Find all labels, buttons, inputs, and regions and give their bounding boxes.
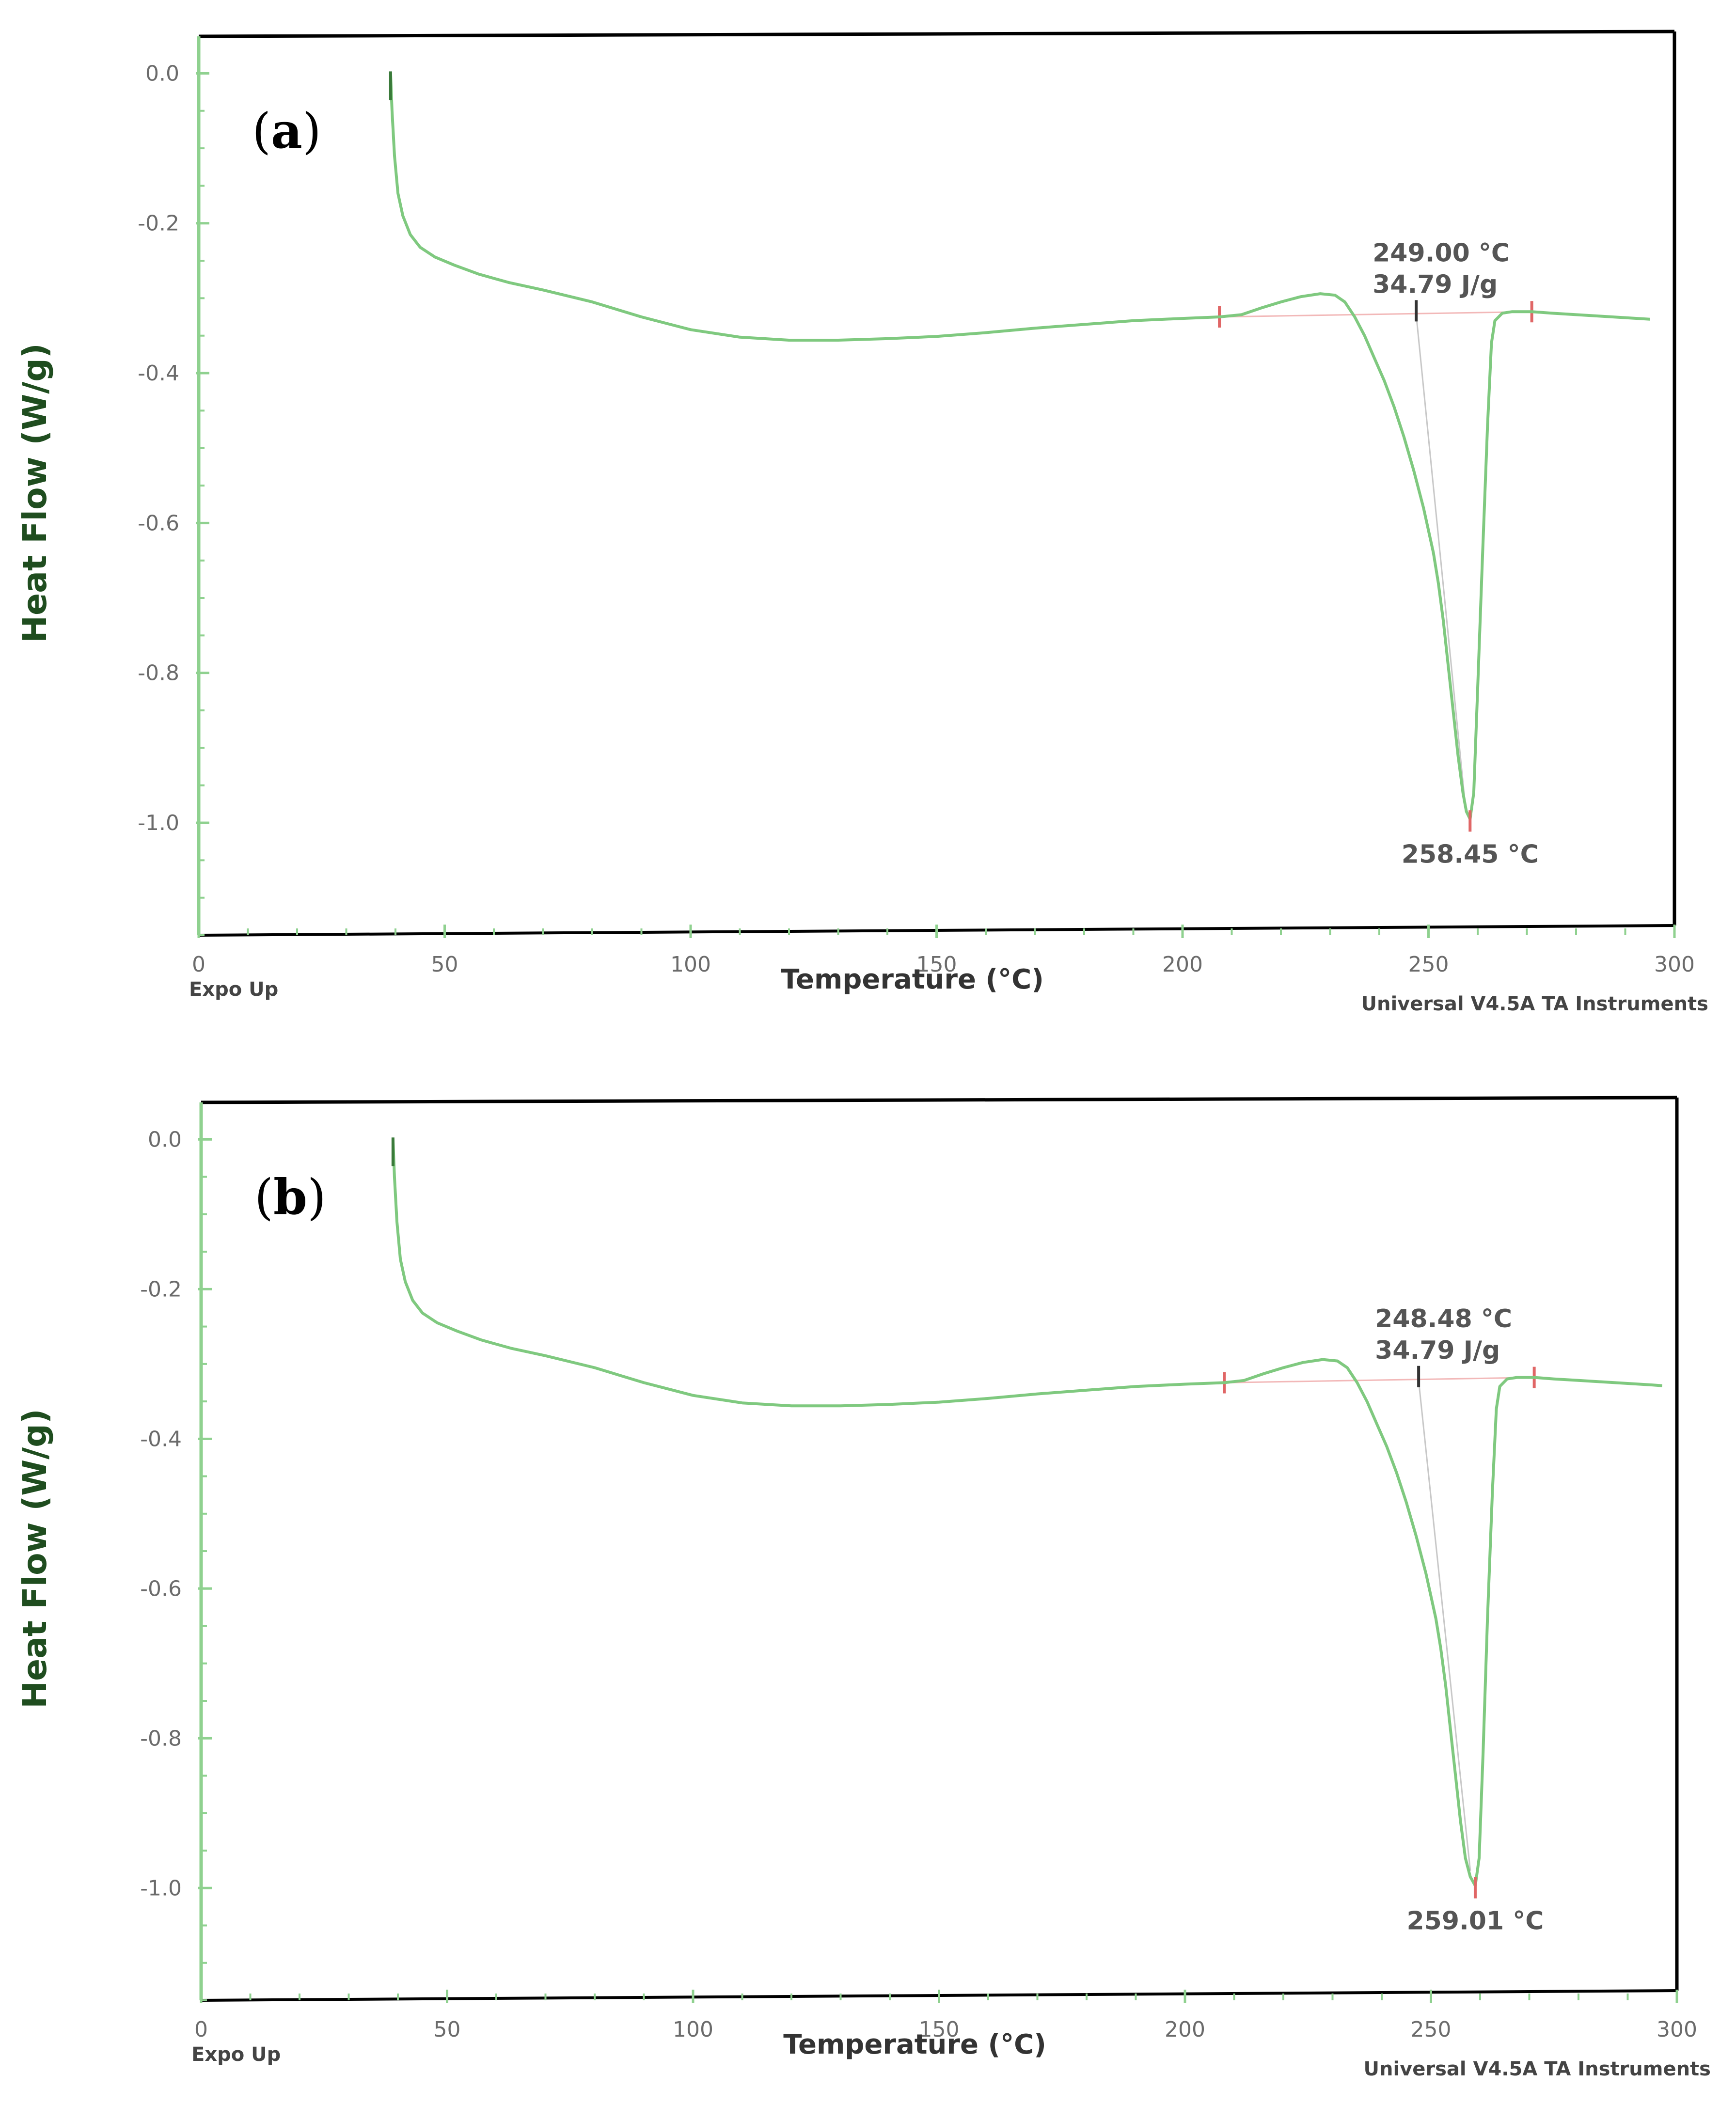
x-tick-label: 0 bbox=[194, 2017, 208, 2042]
y-tick-label: -0.2 bbox=[138, 211, 179, 236]
y-tick-label: -0.8 bbox=[140, 1726, 182, 1751]
expo-up-label: Expo Up bbox=[191, 2043, 281, 2066]
instrument-label: Universal V4.5A TA Instruments bbox=[1363, 2058, 1711, 2080]
x-axis-title: Temperature (°C) bbox=[783, 2029, 1046, 2060]
x-tick-label: 250 bbox=[1408, 952, 1449, 977]
y-tick-label: -0.4 bbox=[138, 361, 179, 386]
onset-temperature-label: 248.48 °C bbox=[1375, 1304, 1512, 1334]
x-tick-label: 50 bbox=[434, 2017, 461, 2042]
x-tick-label: 0 bbox=[192, 952, 205, 977]
x-tick-label: 50 bbox=[431, 952, 458, 977]
x-tick-label: 200 bbox=[1165, 2017, 1205, 2042]
integration-baseline bbox=[1224, 1377, 1534, 1383]
y-axis-title: Heat Flow (W/g) bbox=[16, 1409, 54, 1709]
x-tick-label: 150 bbox=[919, 2017, 960, 2042]
x-tick-label: 100 bbox=[670, 952, 711, 977]
y-tick-label: -0.6 bbox=[140, 1576, 182, 1601]
x-axis-title: Temperature (°C) bbox=[781, 964, 1044, 995]
peak-temperature-label: 259.01 °C bbox=[1406, 1907, 1544, 1936]
enthalpy-label: 34.79 J/g bbox=[1375, 1336, 1500, 1365]
y-tick-label: -0.6 bbox=[138, 511, 179, 535]
x-tick-label: 250 bbox=[1411, 2017, 1452, 2042]
x-tick-label: 300 bbox=[1654, 952, 1695, 977]
enthalpy-label: 34.79 J/g bbox=[1373, 270, 1498, 299]
heat-flow-curve bbox=[391, 1139, 1662, 1887]
panel-label: (b) bbox=[254, 1168, 326, 1225]
heat-flow-curve bbox=[389, 73, 1650, 821]
expo-up-label: Expo Up bbox=[189, 978, 278, 1001]
onset-tangent-line bbox=[1415, 314, 1466, 804]
panel-letter: b bbox=[273, 1168, 307, 1225]
frame-top bbox=[198, 30, 1675, 38]
x-tick-label: 150 bbox=[916, 952, 957, 977]
chart-panel-b: 0.0 -0.2 -0.4 -0.6 -0.8 -1.0 0 50 100 150 200 250 30… bbox=[16, 1096, 1711, 2080]
onset-temperature-label: 249.00 °C bbox=[1373, 238, 1510, 267]
integration-baseline bbox=[1219, 311, 1532, 318]
x-tick-label: 100 bbox=[673, 2017, 713, 2042]
chart-panel-a: 0.0 -0.2 -0.4 -0.6 -0.8 -1.0 0 50 100 150 200 250 30… bbox=[16, 30, 1708, 1015]
y-tick-label: -0.2 bbox=[140, 1277, 182, 1302]
y-tick-label: -1.0 bbox=[140, 1876, 182, 1900]
onset-tangent-line bbox=[1418, 1380, 1471, 1871]
peak-temperature-label: 258.45 °C bbox=[1402, 840, 1539, 869]
y-tick-label: 0.0 bbox=[145, 61, 179, 86]
y-tick-label: 0.0 bbox=[148, 1127, 182, 1152]
x-tick-label: 300 bbox=[1657, 2017, 1697, 2042]
x-tick-label: 200 bbox=[1162, 952, 1203, 977]
panel-letter: a bbox=[271, 102, 302, 159]
instrument-label: Universal V4.5A TA Instruments bbox=[1361, 993, 1708, 1015]
y-tick-label: -0.4 bbox=[140, 1427, 182, 1451]
frame-top bbox=[201, 1096, 1677, 1104]
y-axis-title: Heat Flow (W/g) bbox=[16, 343, 54, 643]
panel-label: (a) bbox=[252, 102, 321, 159]
y-tick-label: -1.0 bbox=[138, 811, 179, 835]
y-tick-label: -0.8 bbox=[138, 661, 179, 686]
